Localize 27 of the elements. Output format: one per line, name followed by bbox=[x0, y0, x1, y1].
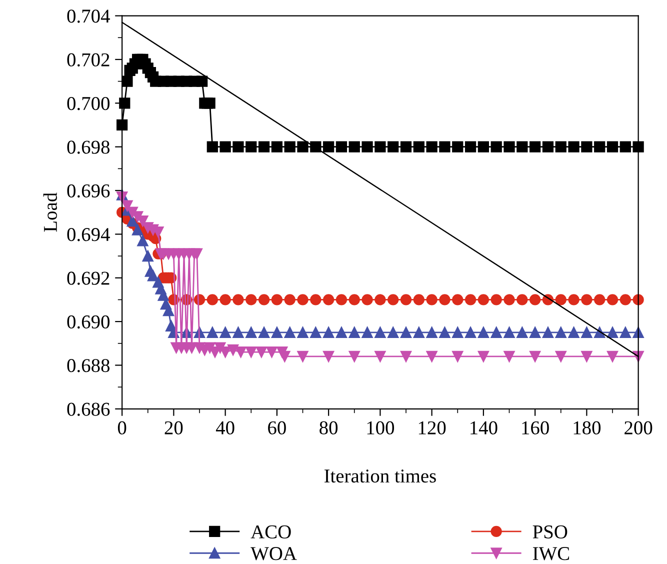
legend-label: ACO bbox=[250, 525, 291, 538]
x-tick-label: 160 bbox=[522, 421, 549, 434]
y-tick-label: 0.692 bbox=[67, 272, 110, 285]
x-axis-title: Iteration times bbox=[324, 470, 436, 483]
y-tick-label: 0.698 bbox=[67, 140, 110, 154]
x-tick-label: 200 bbox=[624, 421, 652, 434]
x-tick-label: 80 bbox=[320, 421, 338, 434]
y-tick-label: 0.686 bbox=[67, 402, 110, 416]
x-tick-label: 100 bbox=[367, 421, 394, 434]
y-tick-label: 0.688 bbox=[67, 359, 110, 372]
y-axis-title: Load bbox=[43, 192, 57, 232]
y-tick-label: 0.690 bbox=[67, 315, 110, 329]
y-tick-label: 0.694 bbox=[67, 228, 110, 242]
legend-label: IWC bbox=[532, 547, 570, 560]
x-tick-label: 0 bbox=[118, 421, 126, 434]
y-tick-label: 0.700 bbox=[67, 96, 110, 110]
y-tick-label: 0.704 bbox=[67, 10, 110, 23]
legend-label: WOA bbox=[250, 547, 297, 560]
x-tick-label: 60 bbox=[268, 421, 286, 434]
legend-label: PSO bbox=[532, 525, 568, 538]
y-tick-label: 0.696 bbox=[67, 184, 110, 198]
x-tick-label: 140 bbox=[470, 421, 498, 434]
x-tick-label: 120 bbox=[418, 421, 446, 434]
x-tick-label: 180 bbox=[574, 421, 601, 434]
x-tick-label: 40 bbox=[216, 421, 234, 434]
x-tick-label: 20 bbox=[164, 421, 183, 434]
y-tick-label: 0.702 bbox=[67, 53, 110, 66]
